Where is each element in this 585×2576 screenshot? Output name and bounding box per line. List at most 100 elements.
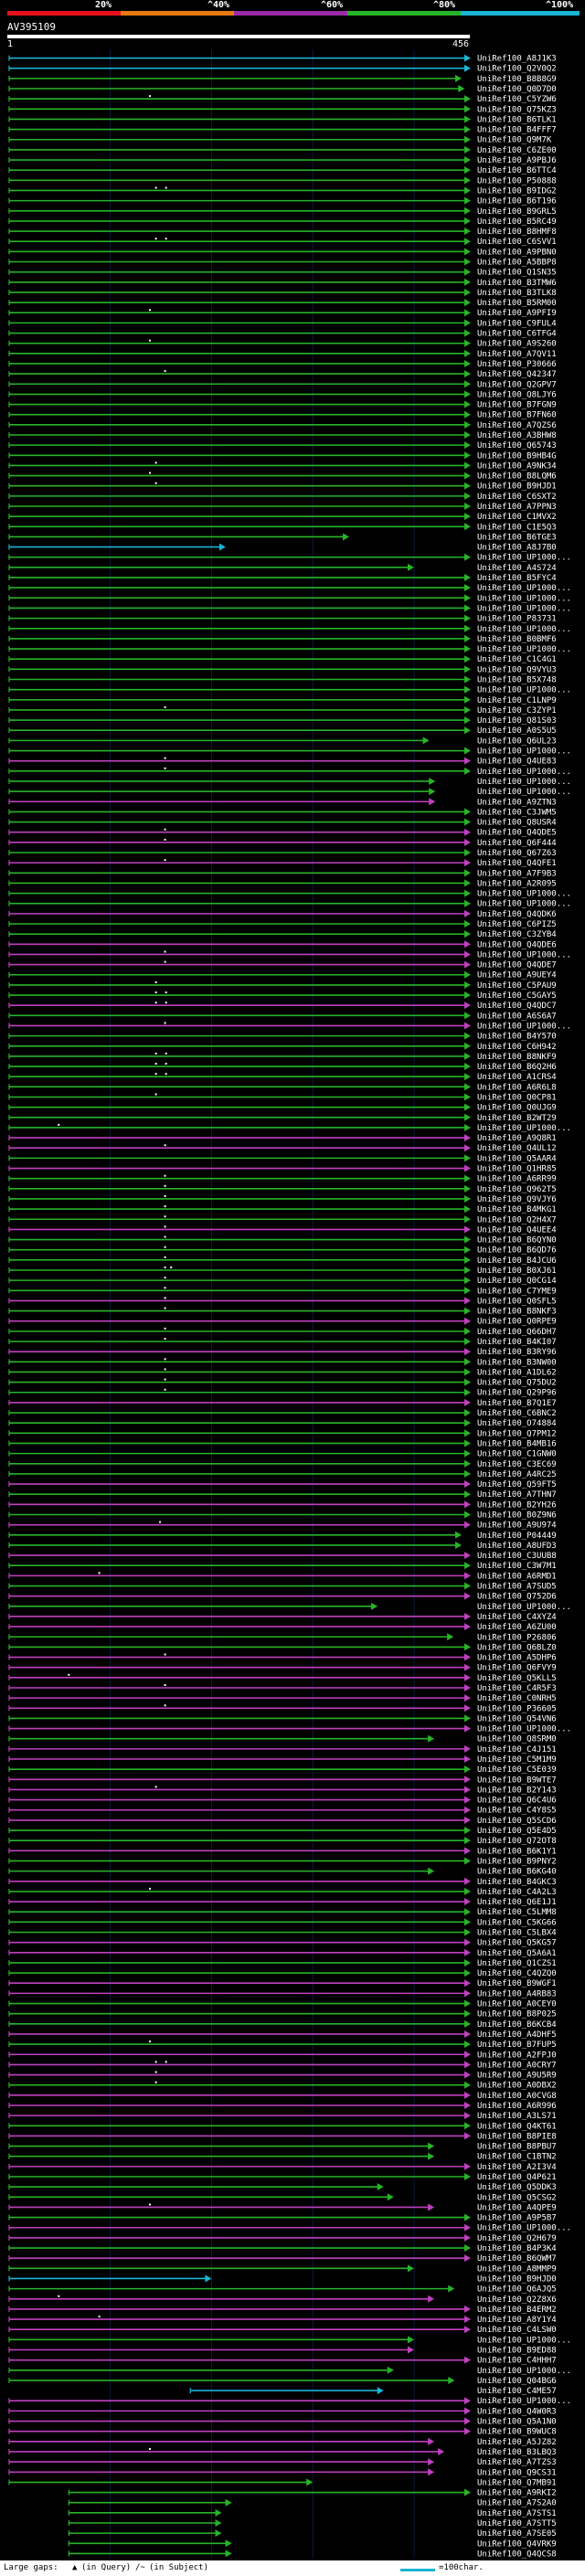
hit-row[interactable]: UniRef100_Q8LJY6 (8, 390, 557, 399)
hit-accession[interactable]: UniRef100_UP1000... (477, 584, 571, 593)
hit-row[interactable]: UniRef100_Q5A6A1 (8, 1948, 557, 1958)
hit-row[interactable]: UniRef100_UP1000... (8, 788, 571, 797)
hit-row[interactable]: UniRef100_C6H942 (8, 1042, 557, 1052)
hit-accession[interactable]: UniRef100_B9HJD1 (477, 482, 557, 492)
hit-row[interactable]: UniRef100_Q6AJQ5 (8, 2284, 557, 2295)
hit-row[interactable]: UniRef100_B9GRL5 (8, 207, 557, 217)
hit-row[interactable]: UniRef100_B4MB16 (8, 1439, 557, 1448)
hit-row[interactable]: UniRef100_C3EC69 (8, 1459, 557, 1469)
hit-accession[interactable]: UniRef100_Q72OT8 (477, 1837, 557, 1846)
hit-row[interactable]: UniRef100_Q4QDC7 (8, 1002, 557, 1011)
hit-row[interactable]: UniRef100_A3BHW8 (8, 430, 557, 440)
hit-accession[interactable]: UniRef100_Q42347 (477, 370, 557, 379)
hit-accession[interactable]: UniRef100_C5YZW6 (477, 95, 557, 104)
hit-accession[interactable]: UniRef100_UP1000... (477, 645, 571, 654)
hit-row[interactable]: UniRef100_C5PAU9 (8, 981, 557, 991)
hit-accession[interactable]: UniRef100_B9WTE7 (477, 1776, 557, 1785)
hit-accession[interactable]: UniRef100_Q1SN35 (477, 269, 557, 278)
hit-accession[interactable]: UniRef100_B6QD76 (477, 1246, 557, 1256)
hit-row[interactable]: UniRef100_UP1000... (8, 645, 571, 654)
hit-accession[interactable]: UniRef100_UP1000... (477, 890, 571, 899)
hit-row[interactable]: UniRef100_B4Y570 (8, 1032, 557, 1042)
hit-row[interactable]: UniRef100_A7SE05 (68, 2529, 557, 2539)
hit-accession[interactable]: UniRef100_UP1000... (477, 1725, 571, 1734)
hit-accession[interactable]: UniRef100_C4QZQ0 (477, 1969, 557, 1978)
hit-accession[interactable]: UniRef100_Q4QDC7 (477, 1002, 557, 1011)
hit-row[interactable]: UniRef100_A4RC25 (8, 1469, 557, 1479)
hit-accession[interactable]: UniRef100_Q5A6A1 (477, 1949, 557, 1958)
hit-accession[interactable]: UniRef100_P50888 (477, 176, 557, 186)
hit-accession[interactable]: UniRef100_B9HJD0 (477, 2274, 557, 2284)
hit-row[interactable]: UniRef100_A1CRS4 (8, 1073, 557, 1082)
hit-row[interactable]: UniRef100_A8MMP9 (8, 2264, 557, 2274)
hit-accession[interactable]: UniRef100_A8UFD3 (477, 1542, 557, 1551)
hit-accession[interactable]: UniRef100_A8J7B0 (477, 544, 557, 553)
hit-row[interactable]: UniRef100_B6QD76 (8, 1246, 557, 1256)
hit-accession[interactable]: UniRef100_A8J1K3 (477, 55, 557, 64)
hit-row[interactable]: UniRef100_C4LSW0 (8, 2326, 557, 2335)
hit-accession[interactable]: UniRef100_A9ZTN3 (477, 798, 557, 807)
hit-accession[interactable]: UniRef100_Q4P621 (477, 2173, 557, 2182)
hit-accession[interactable]: UniRef100_A1DL62 (477, 1368, 557, 1377)
hit-accession[interactable]: UniRef100_B7FGN9 (477, 401, 557, 410)
hit-row[interactable]: UniRef100_C4QZQ0 (8, 1969, 557, 1978)
hit-row[interactable]: UniRef100_B8NKF9 (8, 1052, 557, 1062)
hit-row[interactable]: UniRef100_B4JCU6 (8, 1256, 557, 1266)
hit-accession[interactable]: UniRef100_A9UEY4 (477, 971, 557, 981)
hit-row[interactable]: UniRef100_C1BTN2 (8, 2152, 557, 2162)
hit-accession[interactable]: UniRef100_A9P5B7 (477, 2214, 557, 2223)
hit-accession[interactable]: UniRef100_C1BTN2 (477, 2153, 557, 2162)
hit-accession[interactable]: UniRef100_Q4UE83 (477, 758, 557, 767)
hit-accession[interactable]: UniRef100_Q59FT5 (477, 1480, 557, 1489)
hit-accession[interactable]: UniRef100_B6K1Y1 (477, 1847, 557, 1856)
hit-accession[interactable]: UniRef100_Q5AAR4 (477, 1154, 557, 1163)
hit-row[interactable]: UniRef100_A1DL62 (8, 1368, 557, 1377)
hit-accession[interactable]: UniRef100_B9GRL5 (477, 207, 557, 217)
hit-accession[interactable]: UniRef100_Q9M7K (477, 136, 552, 145)
hit-row[interactable]: UniRef100_Q4UEE4 (8, 1225, 557, 1235)
hit-accession[interactable]: UniRef100_Q5A1N0 (477, 2418, 557, 2427)
hit-accession[interactable]: UniRef100_C6PIZ5 (477, 920, 557, 929)
hit-row[interactable]: UniRef100_B4MKG1 (8, 1205, 557, 1214)
hit-row[interactable]: UniRef100_Q66DH7 (8, 1327, 557, 1337)
hit-accession[interactable]: UniRef100_O74884 (477, 1419, 557, 1428)
hit-accession[interactable]: UniRef100_B0XJ61 (477, 1267, 557, 1276)
hit-row[interactable]: UniRef100_C3W7M1 (8, 1562, 557, 1571)
hit-row[interactable]: UniRef100_C5LBX4 (8, 1928, 557, 1938)
hit-accession[interactable]: UniRef100_Q4VRK9 (477, 2539, 557, 2549)
hit-accession[interactable]: UniRef100_C1GNW0 (477, 1450, 557, 1459)
hit-row[interactable]: UniRef100_Q42347 (8, 370, 557, 379)
hit-row[interactable]: UniRef100_A6R6L8 (8, 1083, 557, 1092)
hit-row[interactable]: UniRef100_P26806 (8, 1633, 557, 1642)
hit-accession[interactable]: UniRef100_B3NW00 (477, 1358, 557, 1367)
hit-row[interactable]: UniRef100_A6RMD1 (8, 1572, 557, 1581)
hit-row[interactable]: UniRef100_C6SXT2 (8, 492, 557, 502)
hit-accession[interactable]: UniRef100_C6SVV1 (477, 238, 557, 247)
hit-row[interactable]: UniRef100_UP1000... (8, 1022, 571, 1031)
hit-accession[interactable]: UniRef100_Q1HR85 (477, 1165, 557, 1174)
hit-row[interactable]: UniRef100_Q7PM12 (8, 1429, 557, 1438)
hit-row[interactable]: UniRef100_B0Z9N6 (8, 1511, 557, 1521)
hit-accession[interactable]: UniRef100_B2YH26 (477, 1500, 557, 1510)
hit-row[interactable]: UniRef100_Q4QDE7 (8, 960, 557, 970)
hit-row[interactable]: UniRef100_A7SUD5 (8, 1582, 557, 1592)
hit-accession[interactable]: UniRef100_Q0CG14 (477, 1277, 557, 1286)
hit-accession[interactable]: UniRef100_C4J151 (477, 1745, 557, 1754)
hit-accession[interactable]: UniRef100_B8LQM6 (477, 472, 557, 482)
hit-row[interactable]: UniRef100_A9U5R9 (8, 2071, 557, 2081)
hit-accession[interactable]: UniRef100_C5KG66 (477, 1918, 557, 1927)
hit-accession[interactable]: UniRef100_Q0D7D0 (477, 85, 557, 94)
hit-accession[interactable]: UniRef100_C6BNC2 (477, 1409, 557, 1418)
hit-accession[interactable]: UniRef100_Q6UL23 (477, 737, 557, 746)
hit-accession[interactable]: UniRef100_Q67Z63 (477, 849, 557, 858)
hit-row[interactable]: UniRef100_A3LS71 (8, 2112, 557, 2121)
hit-row[interactable]: UniRef100_A8Y1Y4 (8, 2316, 557, 2325)
hit-accession[interactable]: UniRef100_Q65743 (477, 441, 557, 451)
hit-accession[interactable]: UniRef100_C6SXT2 (477, 493, 557, 502)
hit-accession[interactable]: UniRef100_Q4W0R3 (477, 2407, 557, 2416)
hit-accession[interactable]: UniRef100_Q4QCS8 (477, 2549, 557, 2559)
hit-accession[interactable]: UniRef100_A4RB83 (477, 1989, 557, 1998)
hit-row[interactable]: UniRef100_B7FGN9 (8, 400, 557, 410)
hit-row[interactable]: UniRef100_A2R095 (8, 879, 557, 888)
hit-row[interactable]: UniRef100_UP1000... (8, 553, 571, 563)
